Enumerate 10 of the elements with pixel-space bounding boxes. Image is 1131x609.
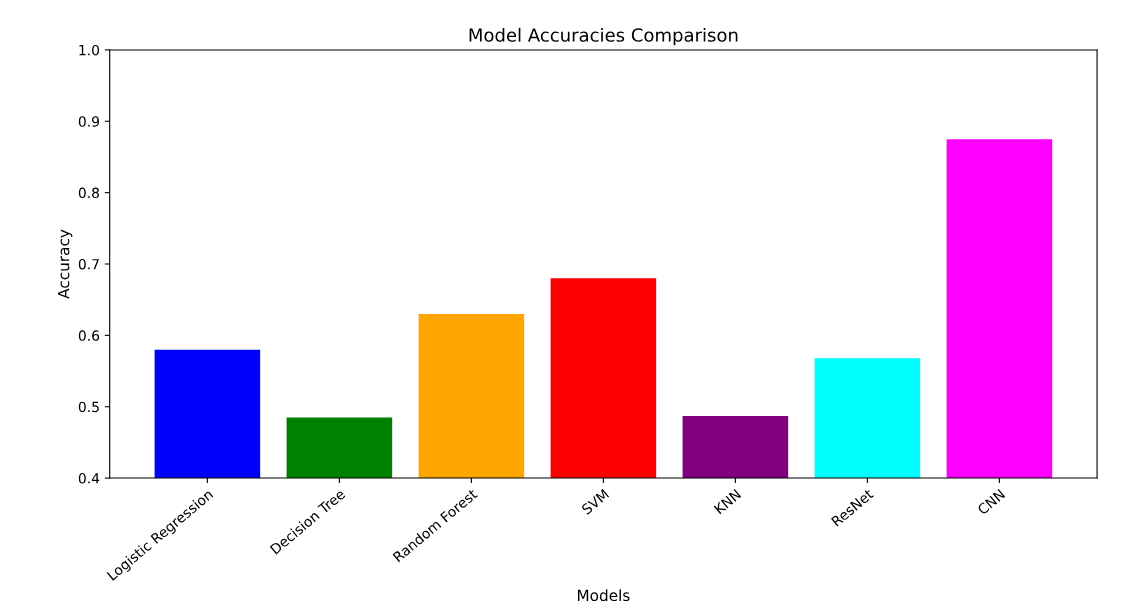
- y-tick-label: 0.8: [78, 187, 100, 199]
- y-tick-label: 0.6: [78, 330, 100, 341]
- y-tick-label: 1.0: [79, 44, 100, 56]
- y-tick-label: 0.7: [78, 258, 99, 270]
- y-tick-label: 0.5: [78, 401, 99, 413]
- chart-title: Model Accuracies Comparison: [469, 27, 738, 46]
- x-axis-title: Models: [577, 589, 630, 602]
- y-tick-label: 0.4: [78, 473, 100, 484]
- y-axis-title: Accuracy: [58, 229, 73, 299]
- y-tick-label: 0.9: [78, 116, 100, 127]
